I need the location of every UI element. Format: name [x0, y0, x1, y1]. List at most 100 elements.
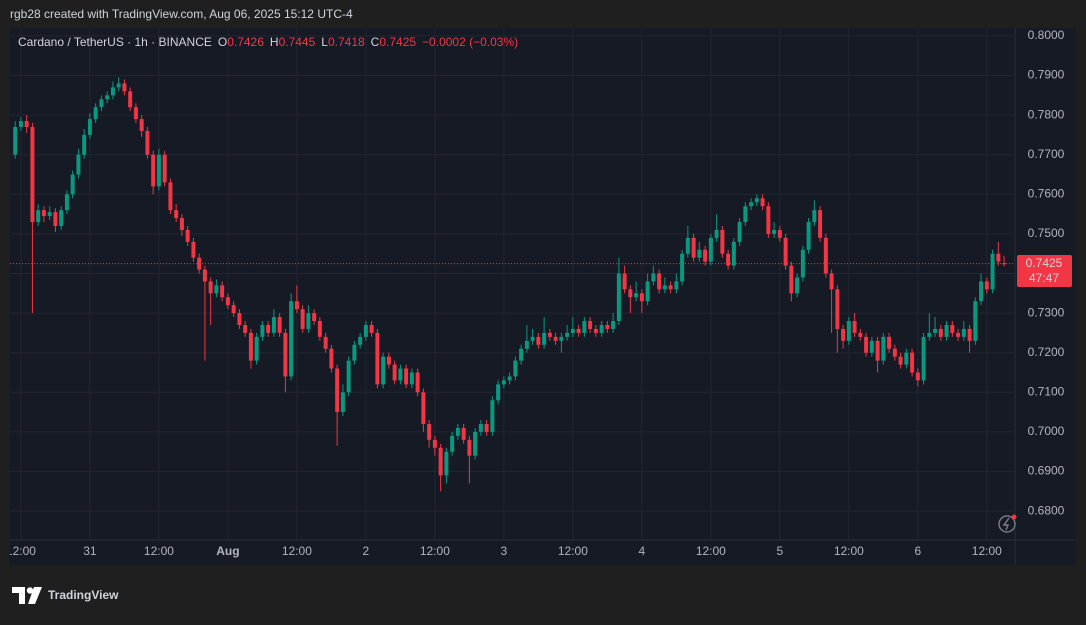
candle-body: [783, 237, 788, 266]
x-tick-label: 12:00: [972, 544, 1002, 558]
candle-body: [760, 198, 765, 207]
candle-body: [818, 210, 823, 238]
candle-body: [312, 313, 317, 322]
candle-body: [841, 328, 846, 341]
candle-body: [501, 380, 506, 385]
plot-area: [10, 28, 1015, 540]
last-price: 0.7425: [1026, 256, 1063, 270]
candle-body: [93, 107, 98, 120]
candle-body: [478, 423, 483, 432]
price-tag-box: [1017, 255, 1072, 287]
countdown: 47:47: [1029, 271, 1059, 285]
candle-body: [657, 273, 662, 290]
candle-body: [639, 293, 644, 302]
x-tick-label: 12:00: [420, 544, 450, 558]
candle-body: [674, 281, 679, 290]
legend-value: 0.7445: [279, 35, 316, 49]
legend-value: 0.7418: [328, 35, 365, 49]
candle-body: [59, 210, 64, 226]
candle-body: [507, 376, 512, 381]
candle-body: [30, 126, 35, 223]
candle-body: [329, 348, 334, 369]
candle-body: [542, 332, 547, 345]
candle-body: [950, 324, 955, 333]
candle-body: [47, 212, 52, 217]
candle-body: [812, 210, 817, 223]
candle-body: [938, 328, 943, 337]
candle-body: [41, 210, 46, 217]
candle-body: [243, 324, 248, 333]
legend-field: O: [218, 35, 227, 49]
candle-body: [340, 392, 345, 413]
legend: Cardano / TetherUS · 1h · BINANCE O0.7426…: [18, 35, 518, 49]
legend-value: 0.7426: [227, 35, 264, 49]
candle-body: [898, 356, 903, 365]
alert-circle[interactable]: [998, 515, 1016, 533]
candle-body: [513, 360, 518, 377]
x-tick-label: 12:00: [144, 544, 174, 558]
x-tick-label: 12:00: [834, 544, 864, 558]
candle-body: [450, 435, 455, 452]
candle-body: [559, 336, 564, 341]
candle-body: [726, 253, 731, 266]
candle-body: [605, 324, 610, 329]
candle-body: [519, 348, 524, 361]
candle-body: [628, 289, 633, 298]
y-axis: 0.6800 0.6900 0.7000 0.7100 0.7200 0.7300 0.74…: [1028, 28, 1065, 517]
candle-body: [910, 352, 915, 373]
candle-body: [386, 356, 391, 365]
candle-body: [731, 241, 736, 266]
candle-body: [461, 427, 466, 440]
candle-body: [921, 336, 926, 381]
candle-body: [392, 364, 397, 381]
candle-body: [892, 348, 897, 357]
candle-body: [105, 95, 110, 100]
candle-body: [708, 237, 713, 262]
candle-body: [490, 400, 495, 432]
candle-body: [703, 249, 708, 262]
candle-body: [582, 321, 587, 333]
alert-dot: [1011, 514, 1017, 520]
candle-body: [455, 427, 460, 436]
candle-body: [116, 83, 121, 88]
x-tick-label: 12:00: [696, 544, 726, 558]
candle-body: [565, 332, 570, 337]
candle-body: [754, 198, 759, 203]
candle-body: [248, 332, 253, 361]
candle-body: [467, 439, 472, 456]
candle-body: [743, 206, 748, 223]
candle-body: [714, 229, 719, 238]
candle-body: [496, 384, 501, 401]
candle-body: [398, 368, 403, 381]
candle-body: [651, 273, 656, 282]
candle-body: [145, 130, 150, 155]
candle-body: [547, 332, 552, 337]
candle-body: [611, 321, 616, 329]
candle-body: [128, 91, 133, 108]
candle-body: [254, 336, 259, 361]
candle-body: [409, 372, 414, 385]
candle-body: [823, 237, 828, 274]
y-tick-label: 0.7000: [1028, 424, 1065, 438]
candle-body: [789, 265, 794, 294]
candle-body: [570, 328, 575, 333]
candle-body: [168, 182, 173, 211]
alert-icon[interactable]: [998, 514, 1017, 533]
candle-body: [162, 154, 167, 183]
candle-body: [967, 328, 972, 341]
candle-body: [317, 321, 322, 337]
logo-mark: [12, 587, 25, 604]
candle-body: [220, 285, 225, 298]
candle-body: [979, 281, 984, 302]
candle-body: [887, 336, 892, 349]
x-tick-label: 3: [501, 544, 508, 558]
alert-bolt[interactable]: [1002, 517, 1010, 531]
candle-body: [70, 174, 75, 195]
x-tick-label: 12:00: [282, 544, 312, 558]
candle-body: [662, 285, 667, 290]
candle-body: [915, 372, 920, 381]
candle-body: [524, 340, 529, 349]
candle-body: [76, 154, 81, 175]
candle-body: [996, 253, 1001, 262]
candle-body: [645, 281, 650, 302]
